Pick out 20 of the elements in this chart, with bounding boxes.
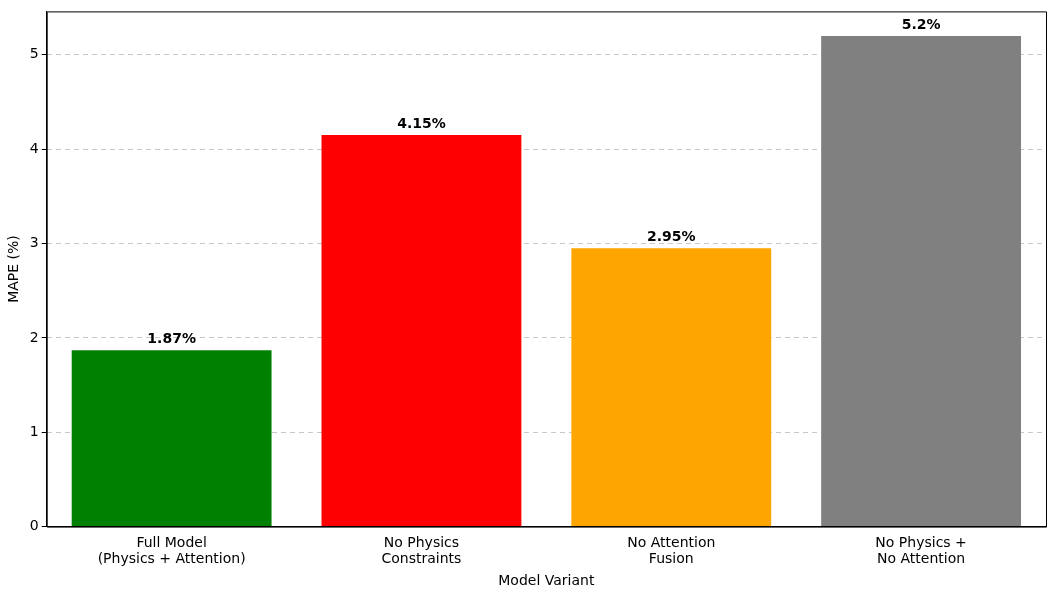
bar xyxy=(821,35,1022,527)
bar xyxy=(321,135,522,527)
data-label: 5.2% xyxy=(901,15,941,32)
x-tick-label: Full Model (Physics + Attention) xyxy=(97,533,246,567)
x-tick-label: No Physics Constraints xyxy=(381,533,462,567)
bar xyxy=(571,248,772,527)
y-tick-label: 0 xyxy=(29,517,39,534)
x-tick-label: No Physics + No Attention xyxy=(875,533,967,567)
y-tick-label: 4 xyxy=(29,139,39,156)
data-label: 4.15% xyxy=(397,114,446,131)
y-tick-label: 5 xyxy=(29,45,39,62)
data-label: 1.87% xyxy=(147,329,196,346)
data-label: 2.95% xyxy=(646,227,696,244)
bar xyxy=(71,350,272,527)
y-tick-label: 3 xyxy=(29,234,39,251)
y-tick-label: 2 xyxy=(29,328,39,345)
x-tick-label: No Attention Fusion xyxy=(627,533,716,567)
y-axis-title: MAPE (%) xyxy=(5,235,22,303)
x-axis-title: Model Variant xyxy=(498,572,595,589)
y-tick-label: 1 xyxy=(29,422,39,439)
